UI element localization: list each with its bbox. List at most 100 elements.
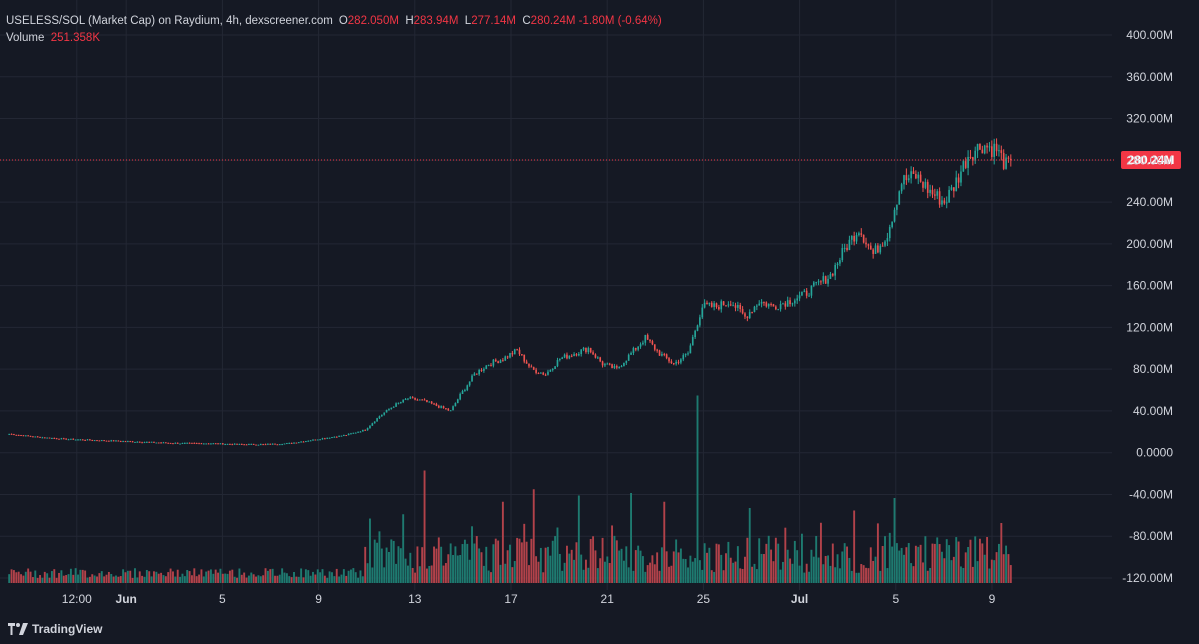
candle-body <box>55 438 58 440</box>
candle-body <box>903 175 905 185</box>
candle-body <box>518 349 521 355</box>
candle-body <box>281 444 283 446</box>
volume-bar <box>228 570 231 583</box>
candle-body <box>188 442 191 444</box>
candle-body <box>912 171 915 174</box>
volume-bar <box>710 570 713 583</box>
candle-body <box>760 301 763 304</box>
volume-bar <box>34 570 37 583</box>
candle-body <box>53 438 56 440</box>
candle-body <box>231 444 234 446</box>
candle-body <box>492 359 495 366</box>
candle-body <box>839 260 841 264</box>
volume-bar <box>231 569 234 583</box>
volume-bar <box>898 550 901 583</box>
tradingview-logo[interactable]: TradingView <box>8 622 102 636</box>
chart-legend: USELESS/SOL (Market Cap) on Raydium, 4h,… <box>6 14 662 28</box>
volume-bar <box>190 575 193 583</box>
candle-body <box>891 221 893 228</box>
volume-bar <box>689 555 692 583</box>
volume-bar <box>613 535 616 583</box>
candle-body <box>478 370 480 375</box>
candle-body <box>471 375 473 382</box>
volume-bar <box>397 546 400 583</box>
volume-bar <box>765 543 768 583</box>
volume-bar <box>722 570 725 583</box>
candle-body <box>653 344 656 350</box>
candle-body <box>378 416 381 419</box>
volume-bar <box>39 575 41 583</box>
x-tick-label: 17 <box>504 592 518 606</box>
volume-bar <box>964 552 967 583</box>
volume-bar <box>554 536 557 583</box>
candle-body <box>100 440 103 442</box>
volume-bar <box>824 555 827 583</box>
candle-body <box>278 444 281 446</box>
volume-bar <box>430 565 433 583</box>
volume-bar <box>416 546 419 583</box>
volume-bar <box>748 508 751 583</box>
volume-bar <box>124 572 127 583</box>
y-tick-label: 0.0000 <box>1136 446 1173 460</box>
candle-body <box>820 281 822 283</box>
volume-bar <box>520 542 523 583</box>
candle-body <box>642 342 644 345</box>
volume-bar <box>755 569 758 583</box>
volume-bar <box>651 555 654 583</box>
candle-body <box>563 354 566 358</box>
volume-bar <box>793 540 796 583</box>
candle-body <box>748 312 751 319</box>
volume-bar <box>943 558 946 583</box>
candle-body <box>620 366 623 368</box>
volume-bar <box>962 567 965 583</box>
candle-body <box>468 381 471 386</box>
volume-bar <box>739 568 742 583</box>
volume-bar <box>162 575 165 583</box>
candle-body <box>877 245 879 253</box>
candle-body <box>193 442 196 444</box>
volume-bar <box>976 561 979 583</box>
volume-bar <box>798 565 801 583</box>
candle-body <box>739 304 742 310</box>
candle-body <box>148 441 151 443</box>
volume-bar <box>675 539 678 583</box>
candle-body <box>404 399 407 401</box>
candle-body <box>718 307 720 310</box>
candle-body <box>530 366 533 368</box>
candle-body <box>487 364 490 366</box>
volume-bar <box>338 576 341 583</box>
candle-body <box>751 312 753 314</box>
volume-bar <box>461 544 464 583</box>
volume-bar <box>236 577 238 583</box>
volume-bar <box>592 536 595 583</box>
candle-body <box>910 171 912 179</box>
candle-body <box>464 390 466 392</box>
volume-bar <box>582 569 585 583</box>
volume-bar <box>69 568 72 583</box>
candle-body <box>672 363 675 365</box>
volume-bar <box>903 554 905 583</box>
volume-bar <box>663 501 666 583</box>
candle-body <box>727 304 730 306</box>
candle-body <box>300 441 302 443</box>
candle-body <box>364 429 367 431</box>
volume-bar <box>952 556 955 583</box>
candle-body <box>846 247 848 251</box>
volume-bar <box>744 556 746 583</box>
price-axis[interactable]: 400.00M 360.00M 320.00M 280.00M 240.00M 200.0… <box>1122 28 1173 585</box>
candle-body <box>682 355 685 360</box>
candle-body <box>392 406 395 408</box>
time-axis[interactable]: 12:00 Jun 5 9 13 17 21 25 Jul 5 9 <box>62 592 996 606</box>
volume-bar <box>252 574 255 583</box>
volume-bar <box>20 574 23 583</box>
volume-label: Volume <box>6 32 45 44</box>
candle-body <box>931 189 934 195</box>
volume-bar <box>499 564 502 583</box>
low-value: 277.14M <box>471 15 516 27</box>
volume-bar <box>694 558 697 583</box>
candle-body <box>580 349 583 355</box>
volume-value: 251.358K <box>50 32 100 44</box>
candle-body <box>549 370 552 372</box>
candle-body <box>67 439 70 441</box>
